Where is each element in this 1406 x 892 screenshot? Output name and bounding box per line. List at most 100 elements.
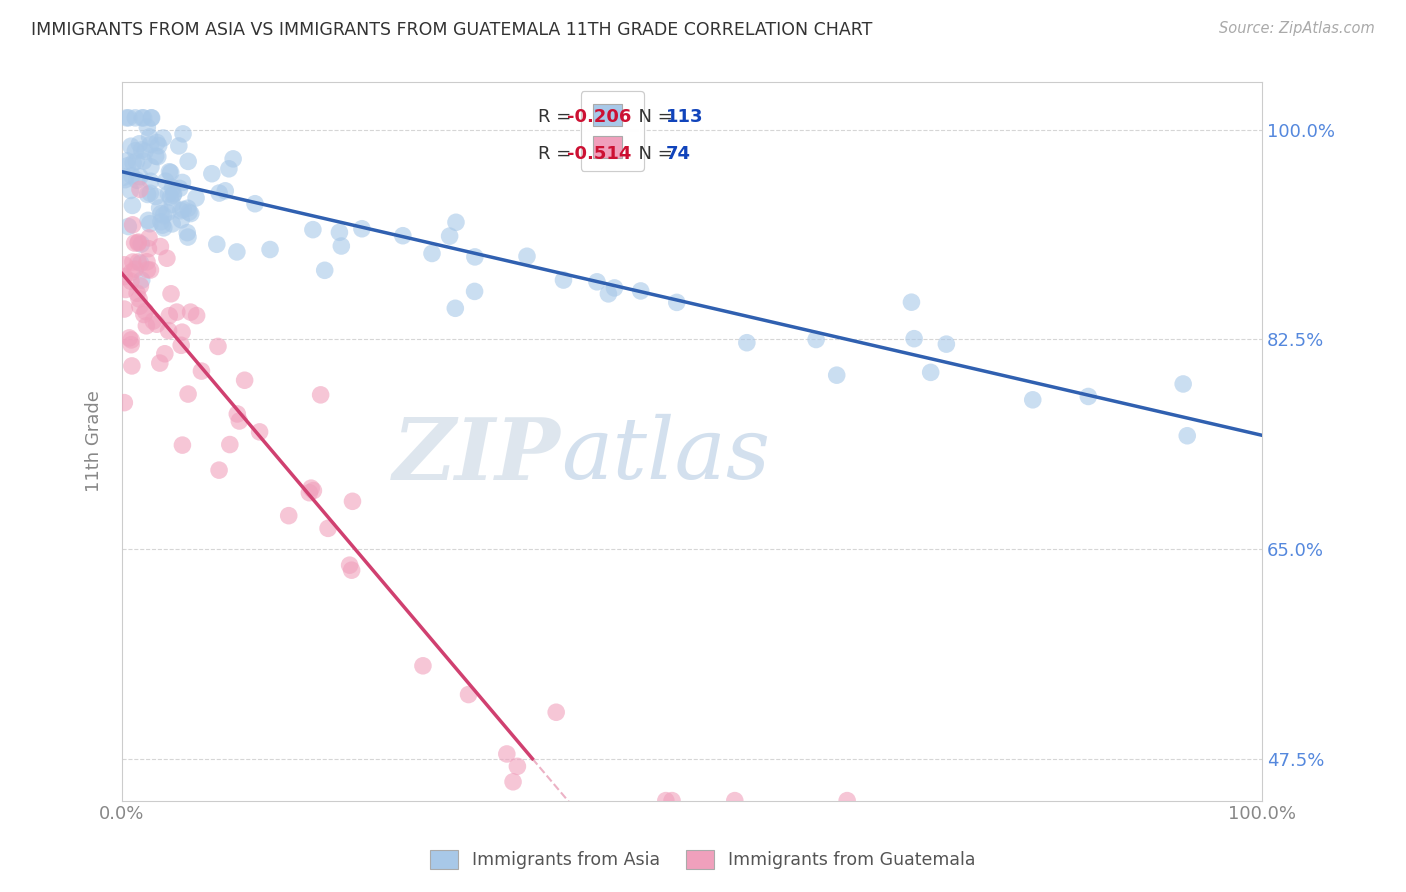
Point (298, 485, 321, 500)
Point (160, 217, 183, 231)
Point (328, 225, 350, 239)
Point (180, 206, 202, 220)
Point (152, 220, 174, 235)
Point (162, 188, 184, 202)
Point (112, 269, 135, 284)
Point (225, 244, 247, 259)
Point (112, 258, 135, 272)
Point (162, 197, 184, 211)
Point (149, 207, 172, 221)
Legend: , : , (581, 91, 644, 171)
Point (169, 181, 191, 195)
Text: N =: N = (627, 109, 679, 127)
Point (129, 182, 152, 196)
Point (502, 774, 524, 789)
Point (330, 239, 353, 253)
Point (135, 318, 157, 333)
Point (339, 558, 361, 573)
Point (190, 364, 212, 378)
Point (112, 395, 135, 409)
Text: 113: 113 (666, 109, 703, 127)
Point (392, 228, 415, 243)
Point (152, 131, 174, 145)
Point (205, 237, 228, 252)
Point (149, 215, 172, 229)
Point (1175, 429, 1198, 443)
Text: atlas: atlas (561, 414, 770, 497)
Point (145, 189, 167, 203)
Point (243, 196, 266, 211)
Point (299, 481, 322, 495)
Point (218, 161, 240, 176)
Point (457, 688, 479, 702)
Point (117, 219, 139, 234)
Point (160, 286, 183, 301)
Point (170, 203, 193, 218)
Point (920, 365, 942, 379)
Point (464, 285, 486, 299)
Point (157, 186, 180, 201)
Point (129, 278, 152, 293)
Point (340, 563, 363, 577)
Point (1022, 392, 1045, 407)
Text: ZIP: ZIP (394, 414, 561, 498)
Point (655, 794, 678, 808)
Point (128, 299, 150, 313)
Point (159, 190, 181, 204)
Point (138, 129, 160, 144)
Point (172, 202, 194, 217)
Point (222, 152, 245, 166)
Point (172, 438, 194, 452)
Point (142, 314, 165, 328)
Point (177, 205, 200, 219)
Point (506, 759, 529, 773)
Point (170, 338, 193, 352)
Point (139, 174, 162, 188)
Point (444, 301, 467, 316)
Point (603, 281, 626, 295)
Point (598, 286, 620, 301)
Point (145, 317, 167, 331)
Point (166, 305, 188, 319)
Point (141, 111, 163, 125)
Point (162, 180, 184, 194)
Point (163, 186, 186, 201)
Point (309, 388, 332, 402)
Point (156, 205, 179, 219)
Point (172, 176, 194, 190)
Point (201, 167, 224, 181)
Point (112, 170, 135, 185)
Point (350, 221, 373, 235)
Point (121, 359, 143, 373)
Point (180, 305, 202, 319)
Point (134, 145, 156, 159)
Point (139, 263, 162, 277)
Text: IMMIGRANTS FROM ASIA VS IMMIGRANTS FROM GUATEMALA 11TH GRADE CORRELATION CHART: IMMIGRANTS FROM ASIA VS IMMIGRANTS FROM … (31, 21, 872, 38)
Point (121, 265, 143, 279)
Legend: Immigrants from Asia, Immigrants from Guatemala: Immigrants from Asia, Immigrants from Gu… (423, 843, 983, 876)
Point (145, 149, 167, 163)
Point (159, 165, 181, 179)
Point (138, 231, 160, 245)
Point (146, 136, 169, 150)
Point (131, 143, 153, 157)
Point (136, 262, 159, 277)
Point (156, 252, 179, 266)
Point (228, 414, 250, 428)
Point (125, 173, 148, 187)
Point (132, 308, 155, 322)
Point (170, 325, 193, 339)
Point (139, 186, 162, 201)
Point (114, 172, 136, 186)
Point (277, 508, 299, 523)
Point (186, 309, 208, 323)
Point (128, 292, 150, 306)
Point (900, 295, 922, 310)
Point (120, 184, 142, 198)
Point (516, 249, 538, 263)
Point (129, 237, 152, 252)
Point (661, 794, 683, 808)
Point (121, 198, 143, 212)
Point (177, 201, 200, 215)
Point (167, 139, 190, 153)
